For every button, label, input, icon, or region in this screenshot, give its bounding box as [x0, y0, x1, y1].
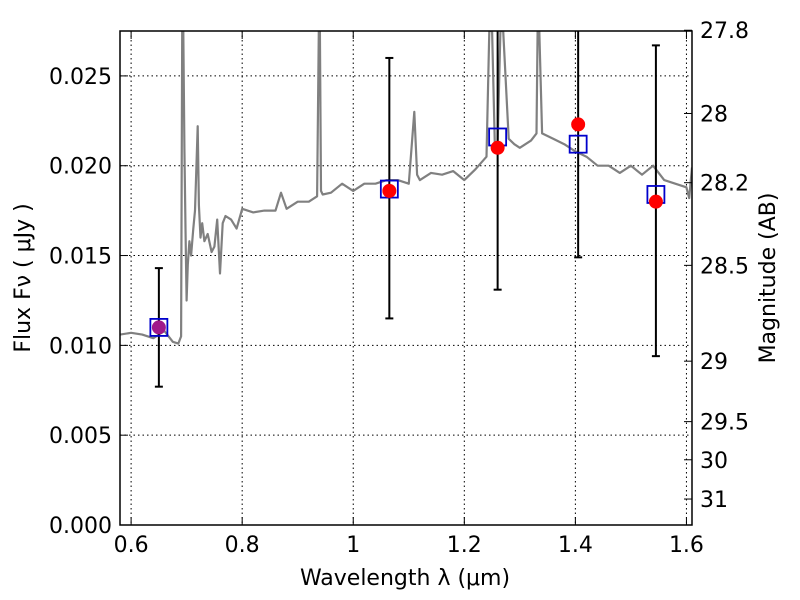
model-points-layer [149, 127, 666, 337]
y-tick-label-3: 0.015 [49, 245, 112, 270]
model-point-0 [149, 317, 169, 337]
y-axis-label: Flux Fν ( μJy ) [11, 203, 36, 352]
spectrum-layer [120, 31, 692, 345]
y-tick-label-0: 0.000 [49, 514, 112, 539]
x-tick-label-3: 1.2 [447, 533, 482, 558]
x-tick-label-4: 1.4 [558, 533, 593, 558]
spectrum-line [120, 31, 692, 345]
y-tick-label-5: 0.025 [49, 65, 112, 90]
x-tick-label-1: 0.8 [225, 533, 260, 558]
right-tick-label-5: 29.5 [700, 411, 749, 436]
errorbar-2 [493, 31, 502, 291]
y-tick-label-4: 0.020 [49, 155, 112, 180]
right-tick-label-1: 28 [700, 102, 728, 127]
x-axis-label: Wavelength λ (μm) [300, 566, 510, 591]
observed-point-1 [382, 183, 397, 198]
observed-point-2 [490, 140, 505, 155]
y-tick-label-2: 0.010 [49, 334, 112, 359]
errorbar-layer [154, 31, 660, 388]
x-tick-label-5: 1.6 [669, 533, 704, 558]
plot-frame [119, 30, 693, 526]
x-tick-label-2: 1 [346, 533, 360, 558]
model-point-3 [568, 134, 588, 154]
right-tick-label-3: 28.5 [700, 254, 749, 279]
observed-point-3 [571, 117, 586, 132]
observed-point-0 [151, 320, 166, 335]
right-tick-label-0: 27.8 [700, 19, 749, 44]
observed-points-layer [151, 117, 663, 335]
right-tick-label-7: 31 [700, 488, 728, 513]
x-tick-label-0: 0.6 [114, 533, 149, 558]
ticks-layer: 0.6 0.8 1 1.2 1.4 1.6 0.000 0.005 0.010 0.015 0.02… [49, 19, 749, 558]
right-tick-label-2: 28.2 [700, 172, 749, 197]
grid-lines [120, 31, 692, 526]
observed-point-4 [648, 194, 663, 209]
right-tick-label-4: 29 [700, 350, 728, 375]
right-tick-label-6: 30 [700, 449, 728, 474]
y-tick-label-1: 0.005 [49, 424, 112, 449]
errorbar-3 [574, 31, 583, 259]
right-axis-label: Magnitude (AB) [756, 193, 781, 364]
